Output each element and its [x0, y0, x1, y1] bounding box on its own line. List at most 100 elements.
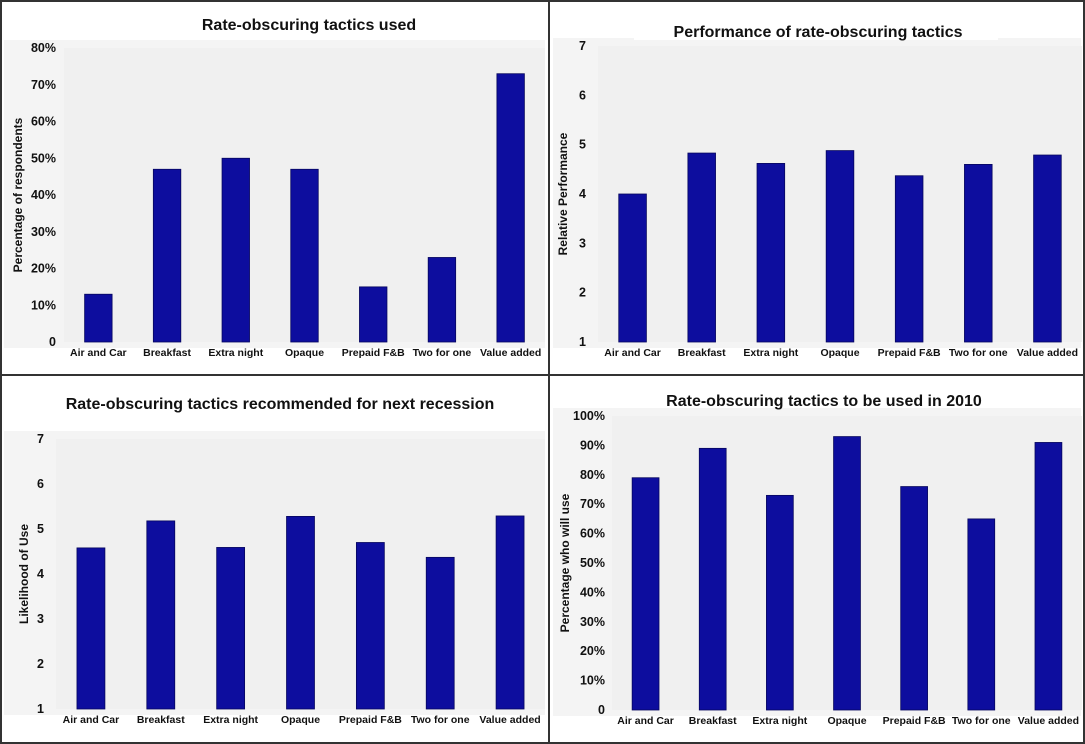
- y-tick-label: 30%: [31, 225, 56, 239]
- y-tick-label: 80%: [580, 468, 605, 482]
- y-tick-label: 90%: [580, 438, 605, 452]
- bar-two-for-one: [425, 556, 455, 710]
- x-tick-label: Breakfast: [137, 714, 185, 726]
- x-tick-label: Air and Car: [617, 715, 674, 727]
- chart-title: Rate-obscuring tactics used: [202, 17, 416, 34]
- y-tick-label: 3: [579, 236, 586, 250]
- x-tick-label: Extra night: [208, 347, 263, 359]
- bar-opaque: [825, 150, 855, 343]
- x-tick-label: Value added: [480, 347, 541, 359]
- title-backdrop: [190, 10, 430, 38]
- bar-extra-night: [221, 157, 250, 343]
- x-tick-label: Two for one: [413, 347, 472, 359]
- x-tick-label: Value added: [1018, 715, 1079, 727]
- y-tick-label: 0: [598, 703, 605, 717]
- bar-extra-night: [216, 547, 246, 710]
- bar-air-and-car: [631, 477, 660, 711]
- bar-breakfast: [152, 168, 182, 343]
- bar-breakfast: [698, 447, 727, 711]
- chart-title: Performance of rate-obscuring tactics: [674, 24, 963, 41]
- chart-panel-3: Rate-obscuring tactics recommended for n…: [4, 387, 545, 726]
- bar-value-added: [1033, 154, 1062, 343]
- y-tick-label: 4: [37, 567, 44, 581]
- x-tick-label: Extra night: [743, 347, 798, 359]
- y-tick-label: 60%: [31, 115, 56, 129]
- y-tick-label: 70%: [31, 78, 56, 92]
- y-tick-label: 3: [37, 612, 44, 626]
- y-axis-label: Likelihood of Use: [17, 524, 31, 624]
- bar-breakfast: [146, 520, 176, 710]
- y-axis-label: Percentage of respondents: [11, 117, 25, 272]
- x-tick-label: Extra night: [203, 714, 258, 726]
- x-tick-label: Value added: [479, 714, 540, 726]
- chart-title: Rate-obscuring tactics recommended for n…: [66, 396, 495, 413]
- y-tick-label: 50%: [580, 556, 605, 570]
- y-tick-label: 5: [37, 522, 44, 536]
- y-tick-label: 0: [49, 335, 56, 349]
- bar-breakfast: [687, 152, 716, 343]
- y-tick-label: 6: [579, 88, 586, 102]
- y-tick-label: 70%: [580, 497, 605, 511]
- bar-value-added: [495, 515, 525, 710]
- y-tick-label: 5: [579, 138, 586, 152]
- x-tick-label: Two for one: [411, 714, 470, 726]
- y-tick-label: 30%: [580, 615, 605, 629]
- x-tick-label: Prepaid F&B: [878, 347, 941, 359]
- y-axis-label: Relative Performance: [556, 132, 570, 255]
- bar-extra-night: [766, 494, 794, 711]
- y-tick-label: 2: [579, 286, 586, 300]
- x-tick-label: Breakfast: [689, 715, 737, 727]
- x-tick-label: Two for one: [949, 347, 1008, 359]
- x-tick-label: Opaque: [281, 714, 320, 726]
- y-tick-label: 50%: [31, 151, 56, 165]
- x-tick-label: Air and Car: [63, 714, 120, 726]
- x-tick-label: Prepaid F&B: [339, 714, 402, 726]
- y-tick-label: 10%: [580, 674, 605, 688]
- bar-two-for-one: [427, 257, 457, 343]
- x-tick-label: Two for one: [952, 715, 1011, 727]
- bar-value-added: [496, 73, 525, 343]
- y-tick-label: 7: [37, 432, 44, 446]
- y-tick-label: 40%: [31, 188, 56, 202]
- bar-opaque: [286, 516, 315, 710]
- y-axis-label: Percentage who will use: [558, 493, 572, 632]
- x-tick-label: Breakfast: [143, 347, 191, 359]
- x-tick-label: Prepaid F&B: [883, 715, 946, 727]
- chart-title: Rate-obscuring tactics to be used in 201…: [666, 393, 982, 410]
- y-tick-label: 100%: [573, 409, 605, 423]
- y-tick-label: 80%: [31, 41, 56, 55]
- x-tick-label: Air and Car: [604, 347, 661, 359]
- bar-two-for-one: [967, 518, 996, 711]
- x-tick-label: Breakfast: [678, 347, 726, 359]
- title-backdrop: [634, 16, 998, 40]
- y-tick-label: 7: [579, 39, 586, 53]
- bar-air-and-car: [618, 193, 647, 343]
- y-tick-label: 60%: [580, 527, 605, 541]
- bar-prepaid-f-b: [355, 542, 385, 710]
- x-tick-label: Opaque: [285, 347, 324, 359]
- x-tick-label: Opaque: [827, 715, 866, 727]
- y-tick-label: 6: [37, 477, 44, 491]
- y-tick-label: 4: [579, 187, 586, 201]
- x-tick-label: Prepaid F&B: [342, 347, 405, 359]
- bar-opaque: [833, 436, 861, 711]
- chart-panel-4: Rate-obscuring tactics to be used in 201…: [553, 384, 1082, 727]
- chart-panel-1: Rate-obscuring tactics used Percentage of…: [4, 10, 545, 359]
- x-tick-label: Air and Car: [70, 347, 127, 359]
- bar-prepaid-f-b: [359, 286, 388, 343]
- bar-extra-night: [756, 163, 786, 343]
- y-tick-label: 1: [579, 335, 586, 349]
- y-tick-label: 40%: [580, 585, 605, 599]
- bar-air-and-car: [84, 293, 113, 343]
- title-backdrop: [34, 387, 522, 413]
- y-tick-label: 1: [37, 702, 44, 716]
- bar-air-and-car: [76, 547, 106, 710]
- y-tick-label: 20%: [31, 262, 56, 276]
- y-tick-label: 20%: [580, 644, 605, 658]
- chart-panel-2: Performance of rate-obscuring tactics Rel…: [553, 16, 1082, 359]
- title-backdrop: [646, 384, 1002, 408]
- bar-opaque: [290, 168, 319, 343]
- x-tick-label: Extra night: [752, 715, 807, 727]
